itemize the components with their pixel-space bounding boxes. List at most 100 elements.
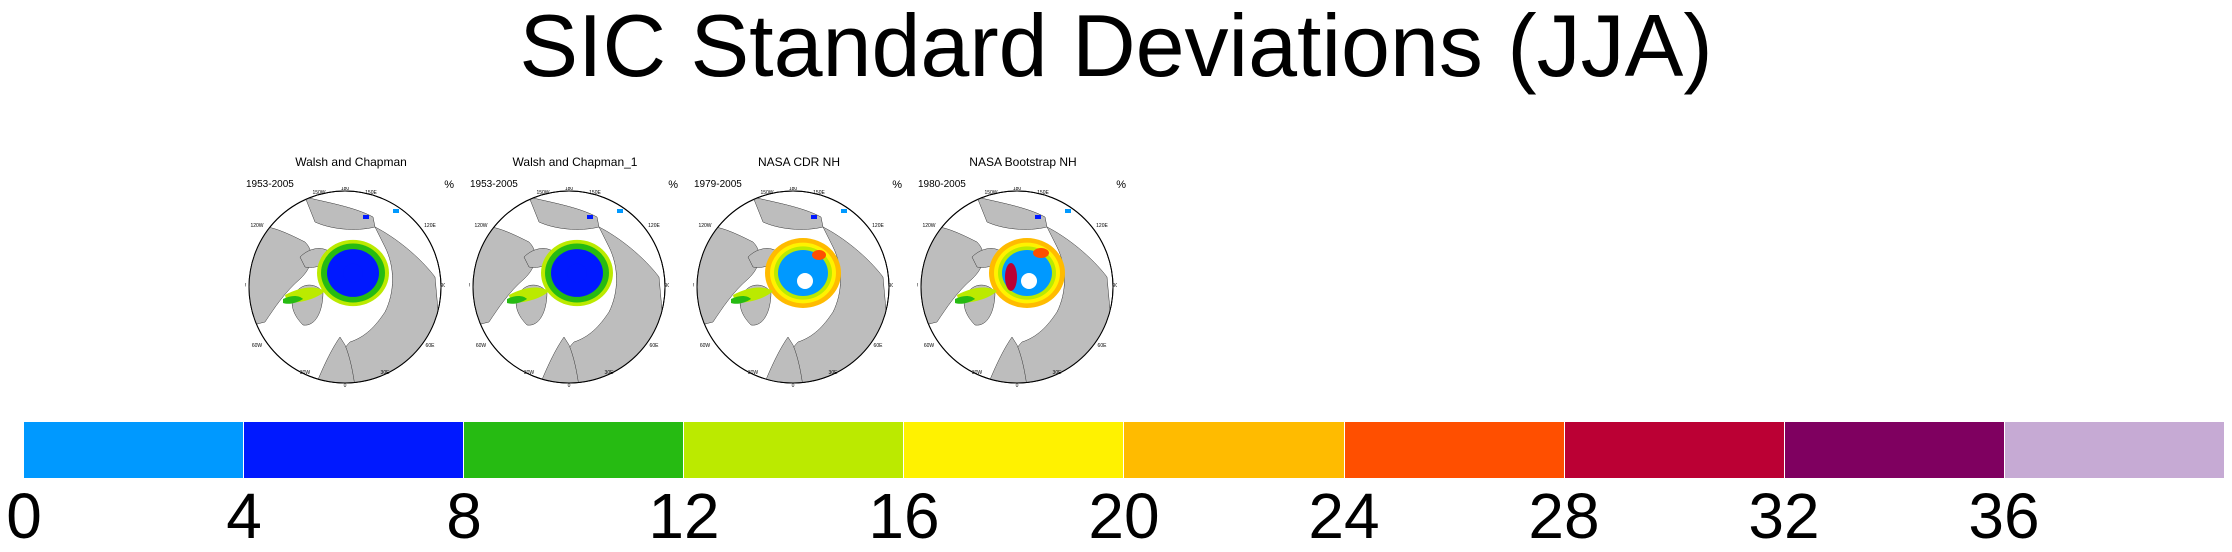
colorbar-tick-label: 0 [6,480,42,552]
colorbar-swatch [24,422,245,478]
land-mass [976,196,1048,230]
longitude-label: 150W [760,190,773,196]
colorbar-tick-label: 12 [648,480,720,552]
map-panel-nasa-bootstrap-nh: NASA Bootstrap NH 1980-2005 % 180 150W 150… [908,155,1138,387]
pole-hole [1021,273,1037,289]
longitude-label: 0 [344,383,347,387]
map-content: 180 150W 150E 120W 120E 90W 90E 60W 60E 30W 30E 0 [245,187,445,387]
longitude-label: 60E [1098,343,1108,349]
longitude-label: 120E [648,223,660,229]
longitude-label: 150W [536,190,549,196]
colorbar-swatch [904,422,1125,478]
colorbar-swatch [1124,422,1345,478]
longitude-label: 180 [789,187,798,192]
longitude-label: 90E [441,283,445,289]
longitude-label: 120W [922,223,935,229]
longitude-label: 120E [1096,223,1108,229]
longitude-label: 150W [312,190,325,196]
sic-contour [1065,209,1071,213]
sic-contour [587,215,593,219]
panel-title: Walsh and Chapman [295,155,407,169]
longitude-label: 90W [469,283,470,289]
sic-contour [778,250,828,296]
land-mass [304,196,376,230]
longitude-label: 150W [984,190,997,196]
longitude-label: 90W [693,283,694,289]
longitude-label: 90W [917,283,918,289]
longitude-label: 60W [476,343,487,349]
colorbar-tick-label: 28 [1528,480,1600,552]
land-mass [528,196,600,230]
land-mass [339,226,441,383]
panel-title: NASA Bootstrap NH [969,155,1077,169]
sic-contour [343,263,363,283]
sic-contour [955,296,975,304]
pole-hole [797,273,813,289]
sic-contour [1005,263,1017,291]
figure-title: SIC Standard Deviations (JJA) [519,0,1713,95]
sic-contour [617,209,623,213]
sic-contour [283,296,303,304]
longitude-label: 120W [474,223,487,229]
land-mass [986,336,1028,383]
sic-contour [841,209,847,213]
longitude-label: 30E [829,370,839,376]
panel-title: Walsh and Chapman_1 [512,155,638,169]
longitude-label: 120E [424,223,436,229]
longitude-label: 0 [792,383,795,387]
longitude-label: 30E [381,370,391,376]
colorbar-swatch [464,422,685,478]
longitude-label: 120W [250,223,263,229]
longitude-label: 90W [245,283,246,289]
panel-unit: % [1116,179,1126,191]
longitude-label: 0 [1016,383,1019,387]
land-mass [314,336,356,383]
sic-contour [811,215,817,219]
longitude-label: 60E [874,343,884,349]
longitude-label: 30E [1053,370,1063,376]
land-mass [752,196,824,230]
map-panel-walsh-chapman-1: Walsh and Chapman_1 1953-2005 % 180 150W 1… [460,155,690,387]
map-content: 180 150W 150E 120W 120E 90W 90E 60W 60E 30W 30E 0 [469,187,669,387]
longitude-label: 60W [252,343,263,349]
land-mass [787,226,889,383]
longitude-label: 180 [1013,187,1022,192]
sic-contour [812,250,826,260]
longitude-label: 30W [524,370,535,376]
panel-years: 1953-2005 [246,179,294,190]
longitude-label: 30W [748,370,759,376]
colorbar-swatch [1564,422,1785,478]
longitude-label: 120E [872,223,884,229]
polar-map: 180 150W 150E 120W 120E 90W 90E 60W 60E 30W 30E 0 [469,187,669,387]
sic-contour [567,263,587,283]
longitude-label: 30W [972,370,983,376]
longitude-label: 0 [568,383,571,387]
map-content: 180 150W 150E 120W 120E 90W 90E 60W 60E 30W 30E 0 [693,187,893,387]
longitude-label: 90E [665,283,669,289]
panel-years: 1979-2005 [694,179,742,190]
colorbar-swatch [2004,422,2224,478]
longitude-label: 30W [300,370,311,376]
colorbar-swatch [1784,422,2005,478]
polar-map: 180 150W 150E 120W 120E 90W 90E 60W 60E 30W 30E 0 [693,187,893,387]
longitude-label: 120W [698,223,711,229]
longitude-label: 60W [700,343,711,349]
map-content: 180 150W 150E 120W 120E 90W 90E 60W 60E 30W 30E 0 [917,187,1117,387]
longitude-label: 180 [341,187,350,192]
colorbar-tick-label: 16 [868,480,940,552]
polar-map: 180 150W 150E 120W 120E 90W 90E 60W 60E 30W 30E 0 [245,187,445,387]
longitude-label: 60E [650,343,660,349]
colorbar-swatch [244,422,465,478]
colorbar-tick-label: 4 [226,480,262,552]
longitude-label: 150E [1037,190,1049,196]
longitude-label: 90E [889,283,893,289]
panel-title: NASA CDR NH [757,155,840,169]
longitude-label: 150E [589,190,601,196]
colorbar-swatch [1344,422,1565,478]
colorbar-tick-label: 36 [1968,480,2040,552]
panel-unit: % [444,179,454,191]
longitude-label: 180 [565,187,574,192]
panel-years: 1953-2005 [470,179,518,190]
land-mass [1011,226,1113,383]
map-panel-walsh-chapman: Walsh and Chapman 1953-2005 % 180 150W 150… [236,155,466,387]
